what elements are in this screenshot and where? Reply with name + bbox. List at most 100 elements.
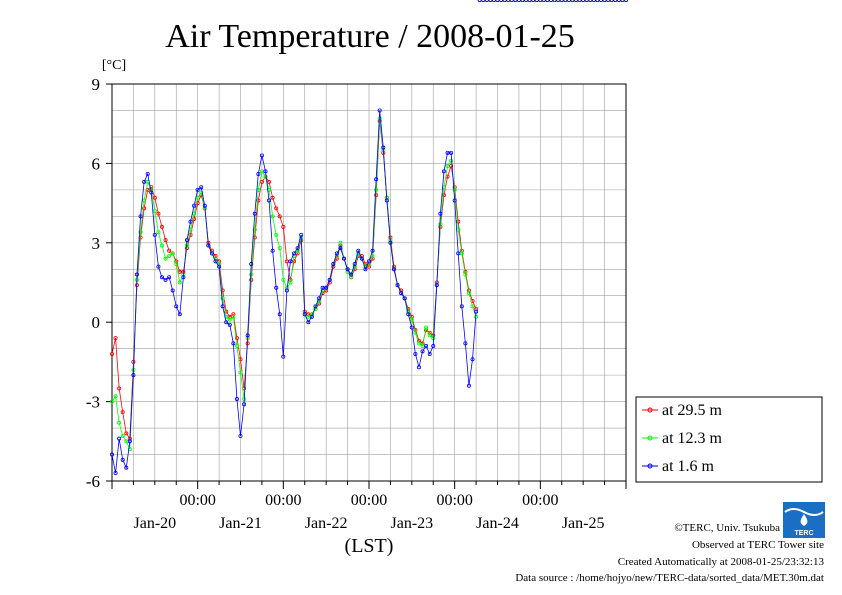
series-point: [324, 285, 329, 290]
terc-logo-drop-icon: [800, 514, 808, 526]
series-point: [563, 0, 568, 2]
series-point: [377, 108, 382, 113]
y-tick-label: -3: [86, 393, 100, 412]
series-point: [399, 291, 404, 296]
series-point: [502, 0, 507, 2]
series-point: [459, 304, 464, 309]
series-point: [317, 296, 322, 301]
series-point: [252, 211, 257, 216]
grid-lines: [112, 84, 626, 481]
series-point: [441, 193, 446, 198]
series-point: [452, 187, 457, 192]
series-point: [391, 267, 396, 272]
series-point: [513, 0, 518, 2]
series-point: [117, 436, 122, 441]
series-point: [177, 280, 182, 285]
series-point: [167, 275, 172, 280]
series-point: [184, 238, 189, 243]
series-point: [470, 357, 475, 362]
series-point: [281, 224, 286, 229]
series-point: [427, 333, 432, 338]
legend: at 29.5 m at 12.3 m at 1.6 m: [635, 396, 823, 483]
series-point: [120, 457, 125, 462]
terc-logo-wave: [784, 508, 824, 516]
series-point: [167, 254, 172, 259]
legend-label: at 29.5 m: [662, 402, 723, 419]
series-point: [156, 230, 161, 235]
x-time-label: 00:00: [265, 492, 301, 509]
series-point: [531, 0, 536, 2]
series-point: [238, 370, 243, 375]
series-point: [188, 219, 193, 224]
series-line: [111, 110, 477, 474]
series-point: [613, 0, 618, 2]
series-point: [131, 373, 136, 378]
series-point: [188, 232, 193, 237]
series-point: [520, 0, 525, 2]
series-point: [299, 232, 304, 237]
series-point: [227, 322, 232, 327]
series-point: [267, 179, 272, 184]
series-point: [574, 0, 579, 2]
series-point: [474, 306, 479, 311]
chart-title: Air Temperature / 2008-01-25: [165, 18, 575, 55]
series-point: [409, 317, 414, 322]
series-point: [466, 383, 471, 388]
series-point: [224, 314, 229, 319]
series-point: [552, 0, 557, 2]
series-point: [438, 211, 443, 216]
series-point: [545, 0, 550, 2]
series-point: [156, 211, 161, 216]
series-point: [281, 354, 286, 359]
y-tick-label: 3: [92, 234, 101, 253]
series-point: [538, 0, 543, 2]
series-point: [416, 341, 421, 346]
series-point: [127, 447, 132, 452]
series-point: [231, 314, 236, 319]
series-point: [495, 0, 500, 2]
series-point: [384, 198, 389, 203]
series-point: [388, 240, 393, 245]
series-point: [345, 267, 350, 272]
y-axis-label: [°C]: [102, 58, 126, 73]
series-point: [313, 304, 318, 309]
series-point: [445, 164, 450, 169]
series-point: [277, 214, 282, 219]
series-point: [356, 248, 361, 253]
x-time-label: 00:00: [522, 492, 558, 509]
series-point: [570, 0, 575, 2]
series-point: [424, 325, 429, 330]
y-tick-label: 0: [92, 313, 101, 332]
series-point: [192, 216, 197, 221]
series-point: [181, 275, 186, 280]
series-point: [499, 0, 504, 2]
series-point: [259, 153, 264, 158]
terc-logo: TERC: [783, 502, 825, 538]
x-date-label: Jan-23: [391, 515, 434, 532]
series-point: [406, 312, 411, 317]
series-point: [431, 344, 436, 349]
series-point: [170, 288, 175, 293]
series-point: [402, 296, 407, 301]
series-point: [584, 0, 589, 2]
series-point: [220, 304, 225, 309]
series-point: [138, 230, 143, 235]
series-point: [413, 351, 418, 356]
series-point: [309, 314, 314, 319]
series-line: [111, 118, 477, 450]
series-point: [620, 0, 625, 2]
series-point: [334, 251, 339, 256]
series-point: [559, 0, 564, 2]
x-date-label: Jan-24: [476, 515, 519, 532]
credit-source: Data source : /home/hojyo/new/TERC-data/…: [515, 572, 824, 584]
series-point: [609, 0, 614, 2]
series-point: [249, 272, 254, 277]
series-layer: [110, 0, 628, 476]
series-point: [302, 312, 307, 317]
series-point: [466, 291, 471, 296]
series-point: [441, 169, 446, 174]
series-point: [195, 187, 200, 192]
series-point: [249, 261, 254, 266]
y-tick-label: -6: [86, 472, 100, 491]
